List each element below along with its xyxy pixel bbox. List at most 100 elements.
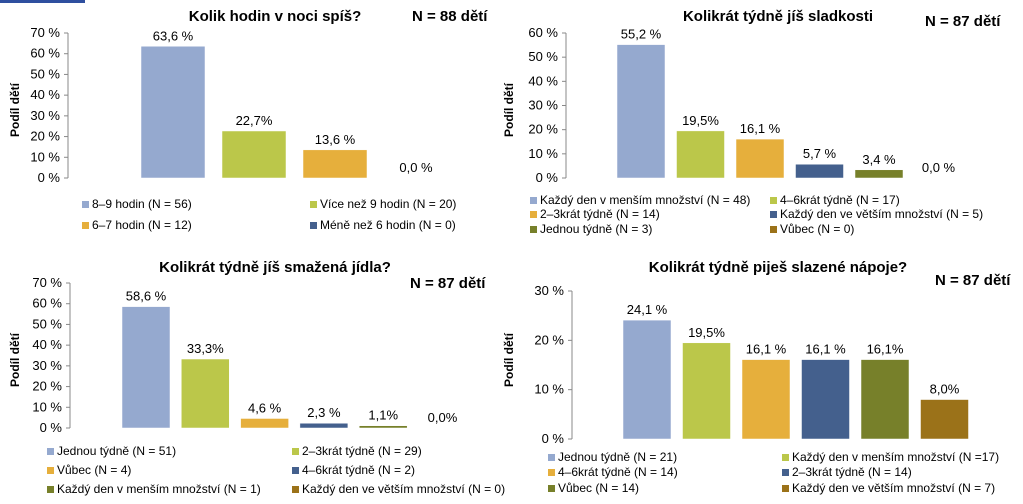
legend-swatch	[770, 196, 777, 204]
y-tick-label: 30 %	[528, 98, 558, 113]
data-label: 16,1 %	[805, 342, 846, 357]
legend-swatch	[82, 221, 89, 229]
legend-item: Každý den v menším množství (N = 1)	[47, 482, 261, 496]
legend-label: 6–7 hodin (N = 12)	[92, 218, 192, 232]
legend-item: Vůbec (N = 14)	[548, 481, 639, 495]
data-label: 16,1%	[867, 342, 904, 357]
sample-size-label: N = 87 dětí	[935, 272, 1011, 289]
data-label: 22,7%	[236, 113, 273, 128]
legend-swatch	[47, 447, 54, 455]
bar	[181, 358, 230, 429]
chart-title: Kolikrát týdně jíš sladkosti	[682, 8, 874, 25]
legend-swatch	[548, 468, 555, 476]
data-label: 0,0%	[428, 410, 458, 425]
data-label: 19,5%	[688, 325, 725, 340]
y-tick-label: 70 %	[30, 25, 60, 40]
legend-label: Každý den ve větším množství (N = 7)	[792, 481, 996, 495]
y-tick-label: 10 %	[528, 146, 558, 161]
data-label: 2,3 %	[307, 405, 341, 420]
bar	[676, 130, 725, 179]
bar	[240, 418, 289, 429]
y-tick-label: 30 %	[32, 358, 62, 373]
y-tick-label: 0 %	[542, 431, 565, 446]
legend-swatch	[770, 210, 777, 218]
legend-item: Vůbec (N = 0)	[770, 222, 854, 236]
legend-swatch	[292, 447, 299, 455]
legend-label: Každý den ve větším množství (N = 0)	[302, 482, 506, 496]
legend-swatch	[548, 453, 555, 461]
legend-item: Každý den v menším množství (N =17)	[782, 450, 999, 464]
y-tick-label: 40 %	[30, 87, 60, 102]
legend-label: Každý den v menším množství (N =17)	[792, 450, 1000, 464]
y-tick-label: 0 %	[536, 170, 559, 185]
y-tick-label: 10 %	[30, 149, 60, 164]
legend-label: Více než 9 hodin (N = 20)	[320, 197, 457, 211]
bar	[741, 359, 791, 440]
sample-size-label: N = 87 dětí	[410, 275, 486, 292]
bar	[920, 399, 969, 440]
bar	[801, 359, 850, 440]
data-label: 0,0 %	[399, 160, 433, 175]
data-label: 0,0 %	[922, 160, 956, 175]
sample-size-label: N = 87 dětí	[925, 13, 1001, 30]
legend-label: Každý den v menším množství (N = 1)	[57, 482, 261, 496]
chart-title: Kolikrát týdně piješ slazené nápoje?	[648, 259, 908, 276]
legend-label: Každý den v menším množství (N = 48)	[540, 193, 751, 207]
data-label: 16,1 %	[746, 342, 787, 357]
y-tick-label: 20 %	[528, 122, 558, 137]
legend-label: 4–6krát týdně (N = 17)	[780, 193, 900, 207]
legend-label: Jednou týdně (N = 51)	[57, 444, 177, 458]
legend-item: Každý den ve větším množství (N = 0)	[292, 482, 505, 496]
data-label: 1,1%	[368, 408, 398, 423]
legend-item: 4–6krát týdně (N = 14)	[548, 465, 678, 479]
legend-swatch	[530, 196, 537, 204]
bar	[682, 342, 731, 440]
data-label: 16,1 %	[740, 121, 781, 136]
bar	[221, 130, 287, 179]
legend-item: Méně než 6 hodin (N = 0)	[310, 218, 456, 232]
legend-label: 4–6krát týdně (N = 14)	[558, 465, 678, 479]
legend-item: Jednou týdně (N = 51)	[47, 444, 176, 458]
legend-item: Více než 9 hodin (N = 20)	[310, 197, 456, 211]
bar	[140, 46, 206, 179]
legend-label: Vůbec (N = 14)	[558, 481, 640, 495]
y-tick-label: 30 %	[30, 108, 60, 123]
y-tick-label: 60 %	[528, 25, 558, 40]
y-tick-label: 30 %	[534, 283, 564, 298]
y-axis-label: Podíl dětí	[502, 333, 516, 387]
y-tick-label: 40 %	[32, 337, 62, 352]
bar	[358, 425, 408, 429]
legend-item: Každý den ve větším množství (N = 7)	[782, 481, 995, 495]
data-label: 8,0%	[930, 382, 960, 397]
chart-title: Kolik hodin v noci spíš?	[188, 8, 362, 25]
legend-swatch	[782, 453, 789, 461]
bar	[860, 359, 910, 440]
data-label: 4,6 %	[248, 400, 282, 415]
y-tick-label: 20 %	[30, 129, 60, 144]
data-label: 13,6 %	[315, 132, 356, 147]
legend-label: Vůbec (N = 0)	[780, 222, 855, 236]
data-label: 5,7 %	[803, 146, 837, 161]
legend-label: Méně než 6 hodin (N = 0)	[320, 218, 456, 232]
y-tick-label: 60 %	[30, 46, 60, 61]
y-tick-label: 50 %	[32, 316, 62, 331]
y-tick-label: 10 %	[534, 382, 564, 397]
legend-swatch	[770, 225, 777, 233]
legend-item: 8–9 hodin (N = 56)	[82, 197, 192, 211]
legend-swatch	[530, 210, 537, 218]
legend-label: 2–3krát týdně (N = 14)	[792, 465, 912, 479]
y-tick-label: 20 %	[32, 379, 62, 394]
legend-swatch	[292, 466, 299, 474]
y-tick-label: 20 %	[534, 332, 564, 347]
legend-label: 4–6krát týdně (N = 2)	[302, 463, 416, 477]
y-tick-label: 70 %	[32, 275, 62, 290]
legend-swatch	[292, 485, 299, 493]
legend-label: Jednou týdně (N = 21)	[558, 450, 678, 464]
y-tick-label: 0 %	[40, 420, 63, 435]
legend-item: Každý den v menším množství (N = 48)	[530, 193, 750, 207]
legend-swatch	[47, 485, 54, 493]
legend-item: Každý den ve větším množství (N = 5)	[770, 207, 983, 221]
